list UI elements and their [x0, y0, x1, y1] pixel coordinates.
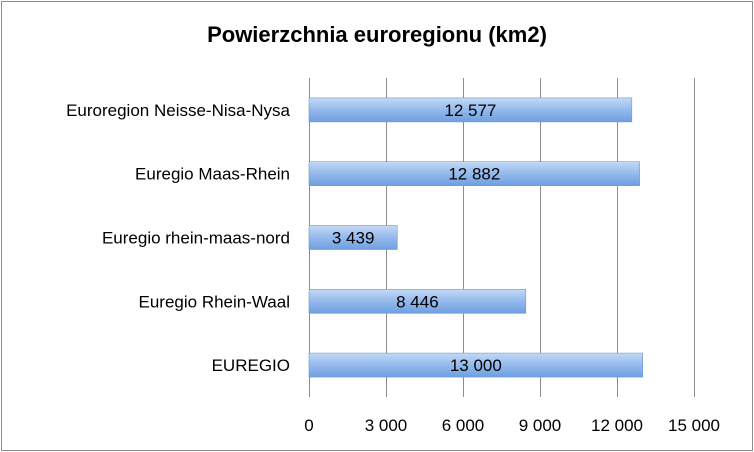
- category-label: Euregio Maas-Rhein: [135, 165, 290, 184]
- category-label: EUREGIO: [212, 356, 290, 375]
- x-tick-label: 6 000: [442, 416, 485, 435]
- bar: [308, 352, 643, 378]
- x-tick-label: 15 000: [668, 416, 720, 435]
- category-label: Euregio Rhein-Waal: [139, 292, 291, 311]
- x-tick-label: 12 000: [591, 416, 643, 435]
- category-label: Euregio rhein-maas-nord: [102, 229, 290, 248]
- x-tick-label: 9 000: [519, 416, 562, 435]
- bar: [308, 161, 640, 186]
- data-label: 8 446: [396, 292, 439, 311]
- bar: [308, 225, 398, 250]
- x-tick-label: 3 000: [365, 416, 408, 435]
- category-label: Euroregion Neisse-Nisa-Nysa: [66, 101, 290, 120]
- data-label: 3 439: [332, 229, 375, 248]
- bar: [308, 288, 527, 314]
- data-label: 12 577: [444, 101, 496, 120]
- data-label: 13 000: [450, 356, 502, 375]
- bar: [308, 97, 633, 123]
- chart-title: Powierzchnia euroregionu (km2): [207, 22, 547, 47]
- data-label: 12 882: [448, 165, 500, 184]
- x-tick-label: 0: [304, 416, 313, 435]
